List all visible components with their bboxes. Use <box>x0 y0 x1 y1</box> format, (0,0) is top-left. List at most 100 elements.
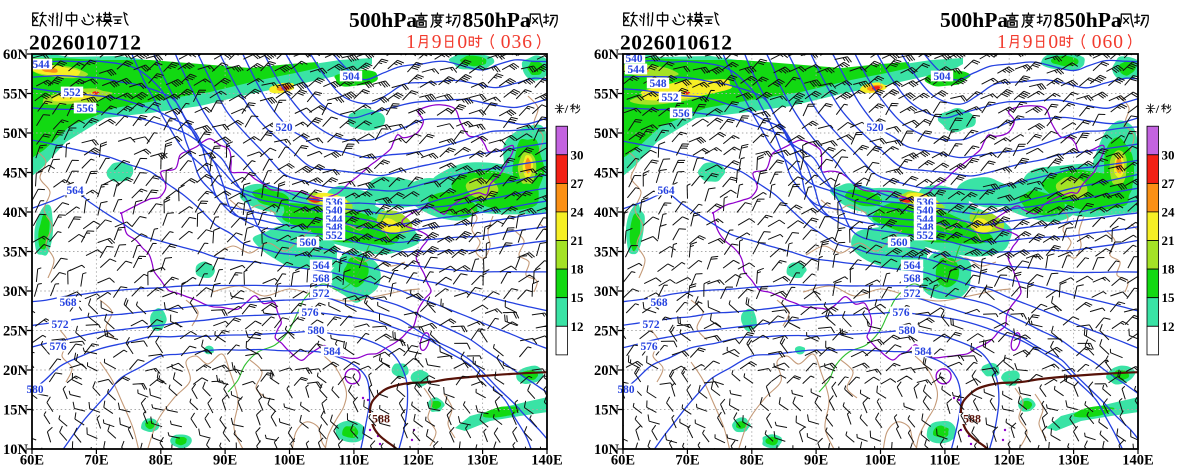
svg-text:50N: 50N <box>594 126 620 142</box>
svg-text:576: 576 <box>301 307 318 319</box>
svg-text:588: 588 <box>372 412 390 426</box>
svg-text:588: 588 <box>963 412 981 426</box>
svg-text:580: 580 <box>307 325 324 337</box>
svg-text:572: 572 <box>642 319 659 331</box>
svg-text:568: 568 <box>903 273 920 285</box>
svg-text:552: 552 <box>661 92 678 104</box>
svg-text:504: 504 <box>933 71 950 83</box>
svg-text:9: 9 <box>432 32 442 53</box>
svg-text:35N: 35N <box>594 245 620 261</box>
svg-text:60N: 60N <box>594 47 620 63</box>
svg-text:15: 15 <box>571 290 585 305</box>
svg-text:50N: 50N <box>3 126 29 142</box>
svg-text:24: 24 <box>571 204 585 219</box>
svg-text:20N: 20N <box>3 363 29 379</box>
svg-text:45N: 45N <box>594 166 620 182</box>
svg-text:572: 572 <box>312 288 329 300</box>
svg-text:60E: 60E <box>20 453 44 465</box>
svg-text:2026010612: 2026010612 <box>620 31 733 55</box>
svg-text:140E: 140E <box>531 453 562 465</box>
svg-text:584: 584 <box>323 346 340 358</box>
svg-text:0: 0 <box>457 32 467 53</box>
svg-text:100E: 100E <box>274 453 305 465</box>
svg-text:70E: 70E <box>84 453 108 465</box>
svg-text:500hPa: 500hPa <box>349 8 417 32</box>
svg-text:27: 27 <box>571 176 585 191</box>
svg-text:15N: 15N <box>3 403 29 419</box>
svg-text:0: 0 <box>1048 32 1058 53</box>
svg-text:110E: 110E <box>339 453 370 465</box>
svg-text:504: 504 <box>342 71 359 83</box>
svg-text:2026010712: 2026010712 <box>29 31 142 55</box>
svg-text:576: 576 <box>640 341 657 353</box>
svg-text:556: 556 <box>672 108 689 120</box>
svg-text:580: 580 <box>898 325 915 337</box>
svg-text:576: 576 <box>892 307 909 319</box>
svg-text:520: 520 <box>866 122 883 134</box>
svg-text:564: 564 <box>66 185 83 197</box>
svg-text:25N: 25N <box>3 324 29 340</box>
svg-text:520: 520 <box>275 122 292 134</box>
svg-text:560: 560 <box>299 237 316 249</box>
svg-text:90E: 90E <box>804 453 828 465</box>
svg-text:564: 564 <box>903 260 920 272</box>
svg-text:568: 568 <box>59 297 76 309</box>
svg-text:80E: 80E <box>740 453 764 465</box>
svg-text:580: 580 <box>617 384 634 396</box>
svg-text:110E: 110E <box>930 453 961 465</box>
svg-text:572: 572 <box>51 319 68 331</box>
svg-text:25N: 25N <box>594 324 620 340</box>
svg-text:552: 552 <box>325 230 342 242</box>
svg-text:568: 568 <box>650 297 667 309</box>
svg-text:/: / <box>1155 102 1160 116</box>
svg-text:500hPa: 500hPa <box>940 8 1008 32</box>
svg-text:850hPa: 850hPa <box>1054 8 1122 32</box>
svg-text:850hPa: 850hPa <box>463 8 531 32</box>
svg-text:20N: 20N <box>594 363 620 379</box>
svg-text:24: 24 <box>1162 204 1176 219</box>
svg-text:12: 12 <box>1162 319 1175 334</box>
svg-text:21: 21 <box>1162 233 1175 248</box>
svg-text:30N: 30N <box>3 284 29 300</box>
svg-text:572: 572 <box>903 288 920 300</box>
svg-text:40N: 40N <box>3 205 29 221</box>
svg-text:1: 1 <box>997 32 1007 53</box>
svg-text:/: / <box>564 102 569 116</box>
svg-text:576: 576 <box>49 341 66 353</box>
svg-text:560: 560 <box>890 237 907 249</box>
svg-text:036: 036 <box>501 32 533 53</box>
svg-text:30N: 30N <box>594 284 620 300</box>
svg-text:580: 580 <box>26 384 43 396</box>
svg-text:130E: 130E <box>1058 453 1089 465</box>
svg-text:564: 564 <box>312 260 329 272</box>
svg-text:12: 12 <box>571 319 584 334</box>
svg-text:120E: 120E <box>402 453 433 465</box>
svg-text:27: 27 <box>1162 176 1176 191</box>
svg-text:80E: 80E <box>149 453 173 465</box>
svg-text:30: 30 <box>571 147 584 162</box>
svg-text:18: 18 <box>571 262 585 277</box>
svg-text:140E: 140E <box>1122 453 1153 465</box>
svg-text:60E: 60E <box>611 453 635 465</box>
svg-text:100E: 100E <box>865 453 896 465</box>
svg-text:35N: 35N <box>3 245 29 261</box>
svg-text:1: 1 <box>406 32 416 53</box>
svg-text:564: 564 <box>657 185 674 197</box>
svg-text:21: 21 <box>571 233 584 248</box>
svg-text:544: 544 <box>627 64 644 76</box>
svg-text:70E: 70E <box>675 453 699 465</box>
svg-text:584: 584 <box>914 346 931 358</box>
svg-text:556: 556 <box>76 103 93 115</box>
svg-text:10N: 10N <box>594 442 620 458</box>
svg-text:544: 544 <box>32 59 49 71</box>
svg-text:15: 15 <box>1162 290 1176 305</box>
svg-text:15N: 15N <box>594 403 620 419</box>
svg-text:568: 568 <box>312 273 329 285</box>
svg-text:120E: 120E <box>993 453 1024 465</box>
svg-text:45N: 45N <box>3 166 29 182</box>
svg-text:55N: 55N <box>594 87 620 103</box>
svg-text:130E: 130E <box>467 453 498 465</box>
svg-text:552: 552 <box>63 87 80 99</box>
svg-text:060: 060 <box>1092 32 1124 53</box>
svg-text:10N: 10N <box>3 442 29 458</box>
